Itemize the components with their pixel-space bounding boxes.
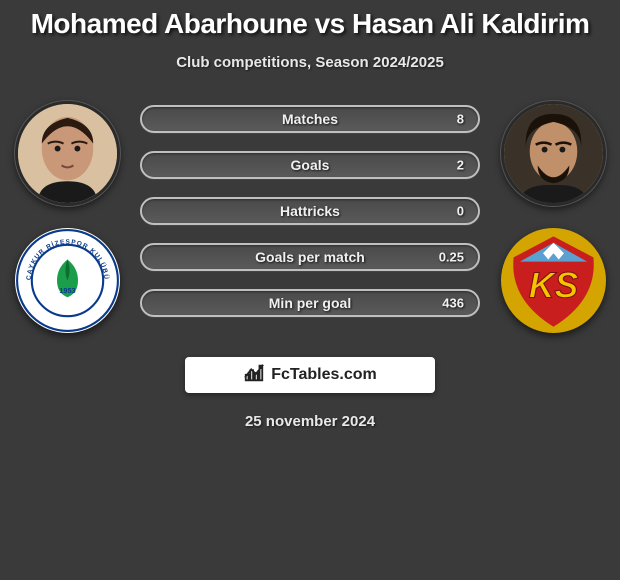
stat-row-gpm: Goals per match 0.25	[140, 243, 480, 271]
left-column: 1953 ÇAYKUR RİZESPOR KULÜBÜ	[12, 101, 122, 333]
right-column: KS	[498, 101, 608, 333]
club-right-badge: KS	[501, 228, 606, 333]
stat-label: Matches	[282, 111, 338, 127]
stat-value: 0	[457, 204, 464, 219]
stat-value: 2	[457, 158, 464, 173]
club-right-letters: KS	[528, 265, 578, 305]
stat-row-hattricks: Hattricks 0	[140, 197, 480, 225]
brand-text: FcTables.com	[271, 366, 377, 384]
page-title: Mohamed Abarhoune vs Hasan Ali Kaldirim	[0, 8, 620, 40]
stat-label: Goals	[291, 157, 330, 173]
brand-badge: FcTables.com	[185, 357, 435, 393]
date-text: 25 november 2024	[0, 413, 620, 430]
club-left-badge: 1953 ÇAYKUR RİZESPOR KULÜBÜ	[15, 228, 120, 333]
comparison-row: 1953 ÇAYKUR RİZESPOR KULÜBÜ Matches 8 Go…	[0, 101, 620, 333]
club-left-year: 1953	[59, 286, 75, 295]
subtitle: Club competitions, Season 2024/2025	[0, 54, 620, 71]
stat-row-mpg: Min per goal 436	[140, 289, 480, 317]
stats-column: Matches 8 Goals 2 Hattricks 0 Goals per …	[140, 101, 480, 317]
stat-row-matches: Matches 8	[140, 105, 480, 133]
stat-value: 436	[442, 296, 464, 311]
stat-value: 0.25	[439, 250, 464, 265]
stat-label: Min per goal	[269, 295, 351, 311]
chart-icon	[243, 362, 265, 389]
player-left-avatar	[15, 101, 120, 206]
stat-row-goals: Goals 2	[140, 151, 480, 179]
stat-value: 8	[457, 112, 464, 127]
stat-label: Hattricks	[280, 203, 340, 219]
player-right-avatar	[501, 101, 606, 206]
stat-label: Goals per match	[255, 249, 365, 265]
